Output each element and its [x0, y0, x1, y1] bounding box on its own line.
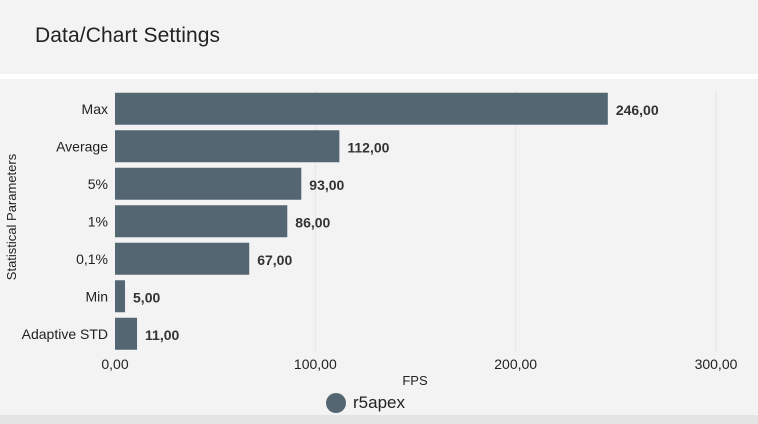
x-axis-title: FPS	[402, 373, 428, 388]
divider	[0, 74, 758, 79]
category-label: Min	[85, 288, 108, 304]
bar	[115, 280, 126, 313]
bar	[115, 92, 608, 125]
x-tick-label: 0,00	[101, 356, 128, 372]
x-tick-label: 200,00	[494, 356, 537, 372]
data-label: 86,00	[295, 214, 330, 230]
data-label: 246,00	[616, 102, 659, 118]
data-label: 11,00	[145, 327, 179, 343]
data-label: 67,00	[257, 252, 292, 268]
bar	[115, 167, 302, 200]
data-label: 112,00	[347, 139, 389, 155]
x-tick-label: 100,00	[294, 356, 337, 372]
category-label: Adaptive STD	[22, 326, 108, 342]
bar	[115, 317, 138, 350]
data-label: 93,00	[309, 177, 344, 193]
category-label: Average	[56, 138, 108, 154]
y-axis-title: Statistical Parameters	[4, 153, 19, 280]
header: Data/Chart Settings	[0, 0, 758, 74]
legend[interactable]: r5apex	[326, 392, 405, 414]
category-label: Max	[82, 101, 108, 117]
data-label: 5,00	[133, 289, 160, 305]
x-tick-label: 300,00	[695, 356, 738, 372]
category-label: 5%	[88, 176, 108, 192]
page-title: Data/Chart Settings	[35, 24, 221, 47]
bottom-strip	[0, 415, 758, 424]
bar	[115, 205, 288, 238]
category-label: 1%	[88, 213, 108, 229]
bar	[115, 130, 340, 163]
legend-swatch	[326, 393, 346, 413]
category-label: 0,1%	[76, 251, 108, 267]
bar	[115, 242, 250, 275]
legend-label: r5apex	[353, 393, 405, 412]
